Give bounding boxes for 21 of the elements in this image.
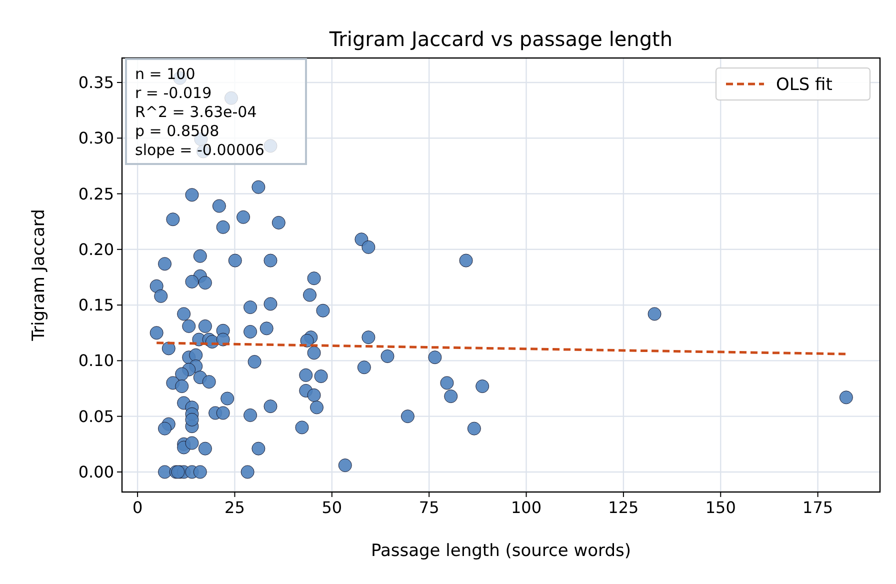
legend-label: OLS fit (776, 75, 833, 95)
chart-title: Trigram Jaccard vs passage length (328, 27, 673, 51)
y-tick-label: 0.00 (78, 462, 114, 482)
y-tick-label: 0.30 (78, 128, 114, 148)
x-axis-title: Passage length (source words) (370, 541, 632, 561)
annotation: n = 100 r = -0.019 R^2 = 3.63e-04 p = 0.8508 slope = -0.00006 (135, 65, 264, 159)
y-axis-title: Trigram Jaccard (29, 209, 49, 342)
y-tick-label: 0.15 (78, 296, 114, 315)
x-tick-label: 25 (224, 498, 245, 517)
y-tick-label: 0.25 (78, 184, 114, 204)
x-tick-label: 0 (132, 498, 143, 517)
x-tick-label: 175 (802, 498, 834, 517)
y-tick-label: 0.10 (78, 351, 114, 370)
y-tick-label: 0.35 (78, 72, 114, 92)
y-tick-label: 0.05 (78, 406, 114, 426)
x-tick-label: 150 (705, 498, 736, 517)
x-tick-label: 100 (510, 498, 542, 517)
y-tick-label: 0.20 (78, 240, 114, 259)
x-tick-label: 50 (322, 498, 342, 517)
x-tick-label: 75 (418, 498, 440, 517)
x-tick-label: 125 (608, 498, 639, 517)
